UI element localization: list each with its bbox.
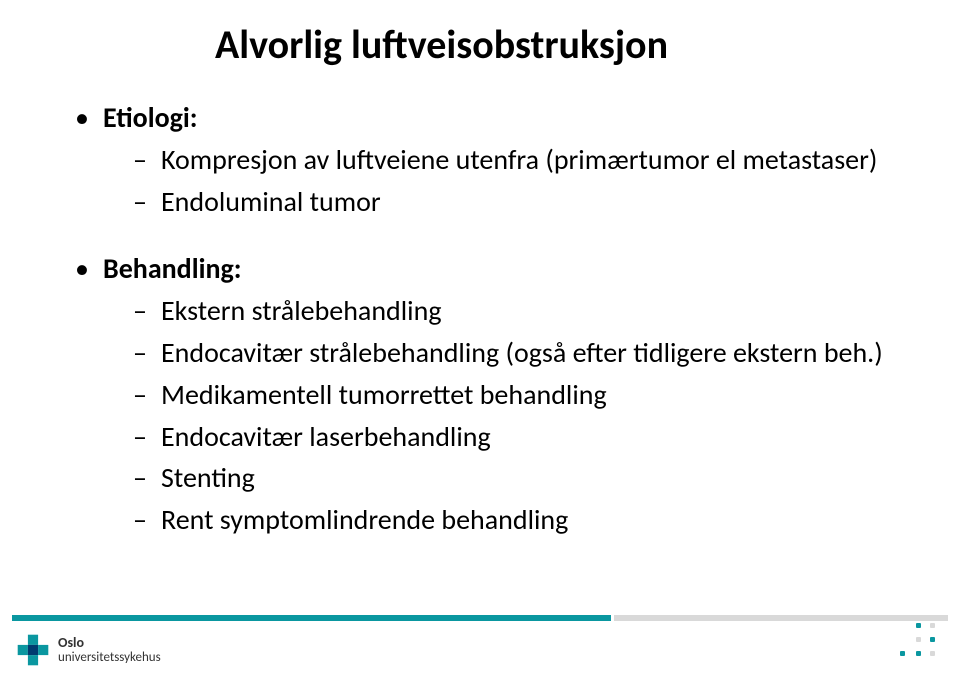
section-treatment: Behandling: Ekstern strålebehandling End…: [75, 250, 885, 539]
list-item: Kompresjon av luftveiene utenfra (primær…: [133, 141, 885, 179]
slide-content: Etiologi: Kompresjon av luftveiene utenf…: [75, 99, 885, 539]
list-item: Medikamentell tumorrettet behandling: [133, 376, 885, 414]
decorative-dot: [916, 623, 921, 628]
decorative-dot: [930, 651, 935, 656]
logo-line2: universitetssykehus: [58, 651, 161, 665]
list-item: Endoluminal tumor: [133, 183, 885, 221]
section-label: Behandling:: [103, 251, 241, 286]
decorative-dot: [930, 623, 935, 628]
sub-list: Ekstern strålebehandling Endocavitær str…: [103, 292, 885, 539]
decorative-dot: [900, 651, 905, 656]
bullet-list: Etiologi: Kompresjon av luftveiene utenf…: [75, 99, 885, 539]
decorative-dot: [916, 651, 921, 656]
logo: Oslo universitetssykehus: [16, 633, 161, 667]
footer-bar: [12, 615, 948, 621]
section-etiology: Etiologi: Kompresjon av luftveiene utenf…: [75, 99, 885, 220]
section-label: Etiologi:: [103, 100, 198, 135]
slide-title: Alvorlig luftveisobstruksjon: [215, 20, 885, 69]
decorative-dot: [916, 637, 921, 642]
list-item: Endocavitær laserbehandling: [133, 418, 885, 456]
logo-text: Oslo universitetssykehus: [58, 636, 161, 664]
list-item: Endocavitær strålebehandling (også efter…: [133, 334, 885, 372]
list-item: Stenting: [133, 459, 885, 497]
footer-bar-primary: [12, 615, 611, 621]
sub-list: Kompresjon av luftveiene utenfra (primær…: [103, 141, 885, 221]
corner-dots: [900, 623, 944, 667]
list-item: Ekstern strålebehandling: [133, 292, 885, 330]
list-item: Rent symptomlindrende behandling: [133, 501, 885, 539]
decorative-dot: [930, 637, 935, 642]
slide: Alvorlig luftveisobstruksjon Etiologi: K…: [0, 0, 960, 673]
logo-line1: Oslo: [58, 636, 161, 651]
logo-icon: [16, 633, 50, 667]
footer-bar-secondary: [614, 615, 948, 621]
